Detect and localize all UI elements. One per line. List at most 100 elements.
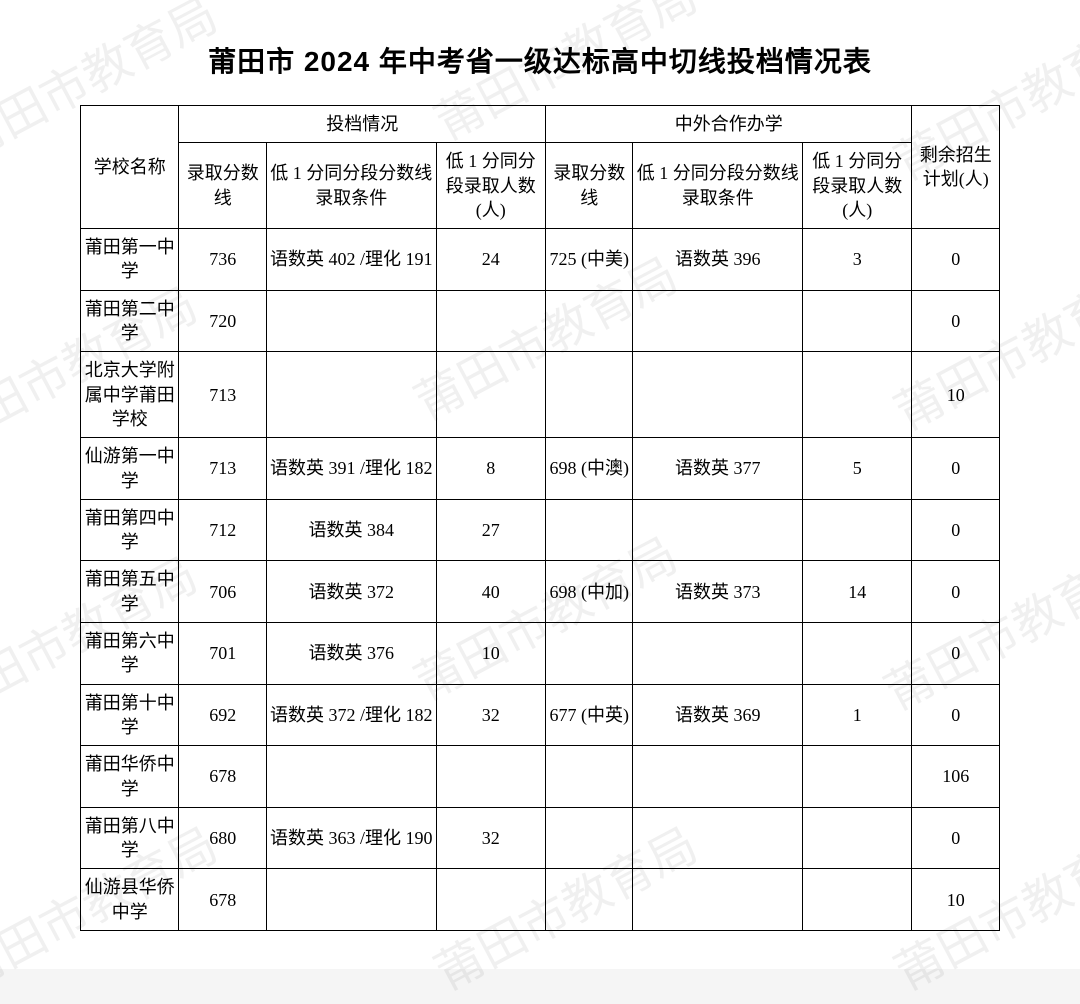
cell-score1: 712 bbox=[179, 499, 267, 561]
cell-cond1 bbox=[266, 746, 436, 808]
admission-table: 学校名称 投档情况 中外合作办学 剩余招生计划(人) 录取分数线 低 1 分同分… bbox=[80, 105, 1000, 931]
cell-num1 bbox=[436, 352, 545, 438]
table-row: 莆田第四中学712语数英 384270 bbox=[81, 499, 1000, 561]
cell-school: 莆田第一中学 bbox=[81, 229, 179, 291]
cell-num2: 1 bbox=[803, 684, 912, 746]
cell-num2 bbox=[803, 623, 912, 685]
cell-num2 bbox=[803, 869, 912, 931]
cell-num2 bbox=[803, 807, 912, 869]
cell-num1: 32 bbox=[436, 807, 545, 869]
th-remain: 剩余招生计划(人) bbox=[912, 106, 1000, 229]
th-score1: 录取分数线 bbox=[179, 143, 267, 229]
table-body: 莆田第一中学736语数英 402 /理化 19124725 (中美)语数英 39… bbox=[81, 229, 1000, 931]
cell-cond1: 语数英 363 /理化 190 bbox=[266, 807, 436, 869]
cell-cond1 bbox=[266, 869, 436, 931]
cell-num1: 8 bbox=[436, 438, 545, 500]
cell-cond2: 语数英 396 bbox=[633, 229, 803, 291]
cell-score2: 725 (中美) bbox=[545, 229, 633, 291]
cell-score2 bbox=[545, 746, 633, 808]
th-group1: 投档情况 bbox=[179, 106, 546, 143]
cell-score1: 713 bbox=[179, 438, 267, 500]
cell-score2 bbox=[545, 499, 633, 561]
cell-cond1: 语数英 402 /理化 191 bbox=[266, 229, 436, 291]
cell-cond1: 语数英 372 bbox=[266, 561, 436, 623]
cell-score1: 692 bbox=[179, 684, 267, 746]
cell-num2: 5 bbox=[803, 438, 912, 500]
cell-remain: 106 bbox=[912, 746, 1000, 808]
cell-num1: 27 bbox=[436, 499, 545, 561]
cell-remain: 0 bbox=[912, 229, 1000, 291]
cell-num1 bbox=[436, 869, 545, 931]
th-score2: 录取分数线 bbox=[545, 143, 633, 229]
th-school: 学校名称 bbox=[81, 106, 179, 229]
cell-score1: 720 bbox=[179, 290, 267, 352]
cell-score2 bbox=[545, 290, 633, 352]
cell-remain: 0 bbox=[912, 561, 1000, 623]
cell-score1: 713 bbox=[179, 352, 267, 438]
cell-num2: 14 bbox=[803, 561, 912, 623]
th-cond2: 低 1 分同分段分数线录取条件 bbox=[633, 143, 803, 229]
cell-score1: 678 bbox=[179, 869, 267, 931]
table-row: 莆田第二中学7200 bbox=[81, 290, 1000, 352]
table-row: 仙游县华侨中学678 10 bbox=[81, 869, 1000, 931]
cell-school: 莆田第十中学 bbox=[81, 684, 179, 746]
cell-num2: 3 bbox=[803, 229, 912, 291]
cell-cond2: 语数英 373 bbox=[633, 561, 803, 623]
cell-cond2 bbox=[633, 623, 803, 685]
cell-school: 莆田第八中学 bbox=[81, 807, 179, 869]
cell-cond2 bbox=[633, 352, 803, 438]
cell-num1: 10 bbox=[436, 623, 545, 685]
cell-school: 仙游县华侨中学 bbox=[81, 869, 179, 931]
cell-remain: 0 bbox=[912, 623, 1000, 685]
table-row: 莆田第十中学692语数英 372 /理化 18232677 (中英)语数英 36… bbox=[81, 684, 1000, 746]
th-num1: 低 1 分同分段录取人数(人) bbox=[436, 143, 545, 229]
cell-score2 bbox=[545, 807, 633, 869]
cell-cond2 bbox=[633, 807, 803, 869]
cell-cond1 bbox=[266, 352, 436, 438]
cell-num1: 32 bbox=[436, 684, 545, 746]
cell-score1: 736 bbox=[179, 229, 267, 291]
table-row: 莆田第八中学680语数英 363 /理化 19032 0 bbox=[81, 807, 1000, 869]
cell-score1: 680 bbox=[179, 807, 267, 869]
cell-school: 北京大学附属中学莆田学校 bbox=[81, 352, 179, 438]
cell-score2 bbox=[545, 352, 633, 438]
cell-num2 bbox=[803, 499, 912, 561]
table-row: 莆田第六中学701语数英 376100 bbox=[81, 623, 1000, 685]
table-row: 莆田第五中学706语数英 37240698 (中加)语数英 373140 bbox=[81, 561, 1000, 623]
cell-school: 莆田华侨中学 bbox=[81, 746, 179, 808]
table-row: 仙游第一中学713语数英 391 /理化 1828698 (中澳)语数英 377… bbox=[81, 438, 1000, 500]
cell-score2: 698 (中加) bbox=[545, 561, 633, 623]
cell-cond2 bbox=[633, 869, 803, 931]
cell-remain: 0 bbox=[912, 684, 1000, 746]
cell-score2: 698 (中澳) bbox=[545, 438, 633, 500]
cell-cond2: 语数英 369 bbox=[633, 684, 803, 746]
cell-cond2 bbox=[633, 290, 803, 352]
cell-score2 bbox=[545, 869, 633, 931]
cell-cond1: 语数英 391 /理化 182 bbox=[266, 438, 436, 500]
cell-remain: 0 bbox=[912, 290, 1000, 352]
cell-cond2 bbox=[633, 499, 803, 561]
cell-score1: 678 bbox=[179, 746, 267, 808]
cell-cond1 bbox=[266, 290, 436, 352]
cell-school: 莆田第四中学 bbox=[81, 499, 179, 561]
cell-remain: 0 bbox=[912, 499, 1000, 561]
cell-num2 bbox=[803, 352, 912, 438]
cell-cond2 bbox=[633, 746, 803, 808]
cell-num1: 24 bbox=[436, 229, 545, 291]
header-row-2: 录取分数线 低 1 分同分段分数线录取条件 低 1 分同分段录取人数(人) 录取… bbox=[81, 143, 1000, 229]
cell-num1: 40 bbox=[436, 561, 545, 623]
table-row: 莆田华侨中学678 106 bbox=[81, 746, 1000, 808]
th-group2: 中外合作办学 bbox=[545, 106, 912, 143]
header-row-1: 学校名称 投档情况 中外合作办学 剩余招生计划(人) bbox=[81, 106, 1000, 143]
th-cond1: 低 1 分同分段分数线录取条件 bbox=[266, 143, 436, 229]
table-row: 莆田第一中学736语数英 402 /理化 19124725 (中美)语数英 39… bbox=[81, 229, 1000, 291]
cell-score1: 701 bbox=[179, 623, 267, 685]
cell-score2 bbox=[545, 623, 633, 685]
cell-remain: 10 bbox=[912, 869, 1000, 931]
cell-remain: 0 bbox=[912, 807, 1000, 869]
cell-num2 bbox=[803, 290, 912, 352]
cell-school: 莆田第五中学 bbox=[81, 561, 179, 623]
cell-score2: 677 (中英) bbox=[545, 684, 633, 746]
cell-num1 bbox=[436, 746, 545, 808]
cell-school: 仙游第一中学 bbox=[81, 438, 179, 500]
